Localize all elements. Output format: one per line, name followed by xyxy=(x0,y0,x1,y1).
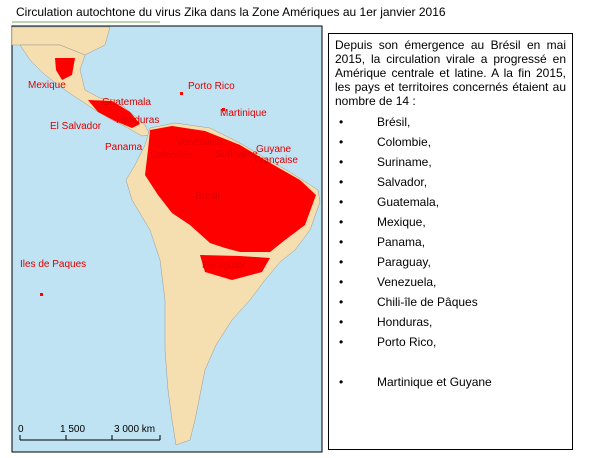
country-list: Brésil,Colombie,Suriname,Salvador,Guatem… xyxy=(335,112,566,392)
map-label: Mexique xyxy=(28,80,66,91)
list-item: Panama, xyxy=(335,232,566,252)
map-label: Guyane xyxy=(256,144,291,155)
paraguay-zone xyxy=(200,255,270,280)
central-america-zone xyxy=(88,100,140,128)
map-label: Française xyxy=(254,155,298,166)
list-item: Salvador, xyxy=(335,172,566,192)
list-item: Venezuela, xyxy=(335,272,566,292)
list-item: Paraguay, xyxy=(335,252,566,272)
map-label: Iles de Paques xyxy=(20,259,86,270)
puerto-rico-zone xyxy=(180,92,183,95)
paragraph: Depuis son émergence au Brésil en mai 20… xyxy=(335,38,566,108)
list-item: Chili-île de Pâques xyxy=(335,292,566,312)
list-item: Guatemala, xyxy=(335,192,566,212)
scale-label: 3 000 km xyxy=(114,424,155,435)
list-item: Porto Rico, xyxy=(335,332,566,352)
map-label: Venezuela xyxy=(176,137,223,148)
martinique-zone xyxy=(222,108,225,111)
south-america-zone xyxy=(145,126,316,252)
list-item: Mexique, xyxy=(335,212,566,232)
map-label: Guatemala xyxy=(102,97,151,108)
map-label: Paraguay xyxy=(202,260,245,271)
map-label: Martinique xyxy=(220,108,267,119)
list-item: Martinique et Guyane xyxy=(335,372,566,392)
list-item: Suriname, xyxy=(335,152,566,172)
easter-island-zone xyxy=(40,293,43,296)
scale-label: 1 500 xyxy=(60,424,85,435)
list-item: Brésil, xyxy=(335,112,566,132)
map-label: Suriname xyxy=(215,149,258,160)
map-label: Panama xyxy=(105,142,143,153)
map-label: Porto Rico xyxy=(188,81,235,92)
map-label: El Salvador xyxy=(50,121,102,132)
map-label: Brésil xyxy=(195,191,220,202)
list-item: Colombie, xyxy=(335,132,566,152)
map-label: Honduras xyxy=(116,115,159,126)
map-title: Circulation autochtone du virus Zika dan… xyxy=(16,5,446,19)
list-item: Honduras, xyxy=(335,312,566,332)
text-box: Depuis son émergence au Brésil en mai 20… xyxy=(328,33,573,450)
mexico-zone xyxy=(55,58,75,80)
scale-label: 0 xyxy=(18,424,24,435)
map-label: Colombie xyxy=(150,150,193,161)
map: Mexique Guatemala Porto Rico Honduras El Sal… xyxy=(11,21,323,453)
